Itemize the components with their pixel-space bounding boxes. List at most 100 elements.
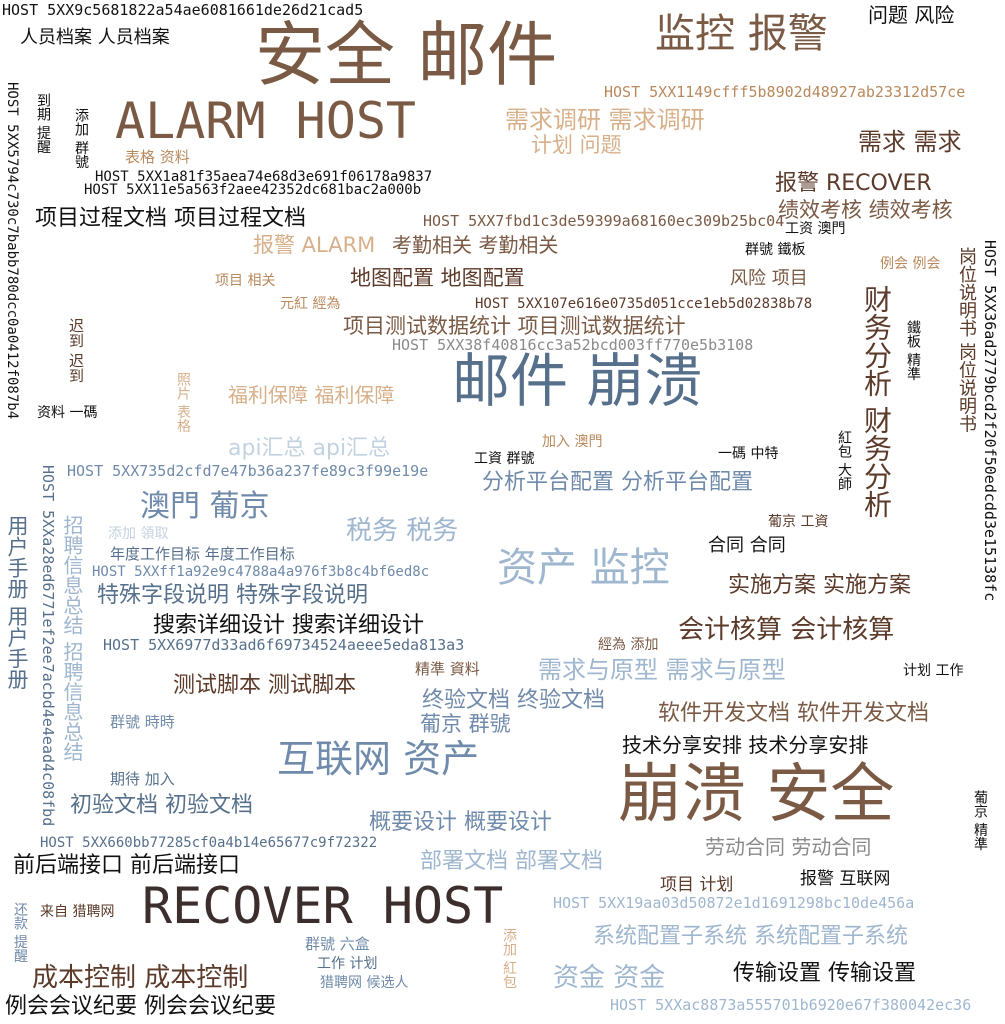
cloud-word: 添加 領取 <box>108 526 169 542</box>
cloud-word: 互联网 资产 <box>277 737 480 781</box>
cloud-word: HOST 5XX19aa03d50872e1d1691298bc10de456a <box>553 894 915 912</box>
cloud-word: 崩溃 安全 <box>618 758 895 832</box>
cloud-word: 风险 项目 <box>730 268 808 289</box>
cloud-word: 工作 计划 <box>317 956 378 972</box>
cloud-word: 工资 澳門 <box>785 221 846 237</box>
cloud-word-vertical: 招聘信息总结 招聘信息总结 <box>60 515 84 762</box>
cloud-word: 系统配置子系统 系统配置子系统 <box>593 924 908 949</box>
cloud-word: 前后端接口 前后端接口 <box>13 853 240 878</box>
cloud-word: 报警 RECOVER <box>775 171 932 196</box>
cloud-word: 例会会议纪要 例会会议纪要 <box>5 994 276 1019</box>
cloud-word: 部署文档 部署文档 <box>420 849 603 874</box>
cloud-word: 项目 计划 <box>660 875 734 895</box>
cloud-word: 群號 鐵板 <box>745 242 806 258</box>
cloud-word-vertical: HOST 5XXa28ed6771ef2ee7acbd4e4ead4c08fbd <box>39 465 57 827</box>
cloud-word: HOST 5XXac8873a555701b6920e67f380042ec36 <box>610 996 972 1014</box>
cloud-word-vertical: 添加 紅包 <box>501 928 517 989</box>
cloud-word: 技术分享安排 技术分享安排 <box>622 733 869 757</box>
cloud-word: 监控 报警 <box>655 11 828 57</box>
cloud-word: 猎聘网 候选人 <box>320 975 409 991</box>
cloud-word: HOST 5XX735d2cfd7e47b36a237fe89c3f99e19e <box>67 462 429 480</box>
cloud-word: 计划 问题 <box>531 133 622 157</box>
cloud-word: 邮件 崩溃 <box>452 347 703 415</box>
cloud-word-vertical: 添加 群號 <box>73 108 89 169</box>
cloud-word: api汇总 api汇总 <box>228 436 391 461</box>
cloud-word: 项目 相关 <box>215 273 276 289</box>
cloud-word: HOST 5XX1a81f35aea74e68d3e691f06178a9837 <box>95 169 433 185</box>
cloud-word: 报警 ALARM <box>253 233 376 257</box>
cloud-word-vertical: 到期 提醒 <box>35 93 51 154</box>
cloud-word: HOST 5XX11e5a563f2aee42352dc681bac2a000b <box>84 182 422 198</box>
cloud-word: HOST 5XX6977d33ad6f69734524aeee5eda813a3 <box>103 636 465 654</box>
cloud-word-vertical: 葡京 精準 <box>972 790 988 851</box>
cloud-word-vertical: 财务分析 财务分析 <box>860 285 893 518</box>
cloud-word: 需求调研 需求调研 <box>505 106 705 134</box>
cloud-word-vertical: 用户手册 用户手册 <box>5 515 29 690</box>
cloud-word: HOST 5XX1149cfff5b8902d48927ab23312d57ce <box>604 83 966 101</box>
cloud-word: 需求 需求 <box>858 128 962 156</box>
cloud-word: 葡京 群號 <box>420 712 511 736</box>
cloud-word: 特殊字段说明 特殊字段说明 <box>97 583 368 608</box>
cloud-word: 会计核算 会计核算 <box>678 615 895 645</box>
cloud-word: 成本控制 成本控制 <box>32 963 249 993</box>
cloud-word: 测试脚本 测试脚本 <box>173 673 356 698</box>
cloud-word: 安全 邮件 <box>255 14 558 96</box>
cloud-word: 一碼 中特 <box>718 446 779 462</box>
cloud-word: 初验文档 初验文档 <box>70 793 253 818</box>
cloud-word: 合同 合同 <box>708 535 786 556</box>
cloud-word: ALARM HOST <box>115 92 417 150</box>
cloud-word: 福利保障 福利保障 <box>228 383 395 407</box>
cloud-word: 概要设计 概要设计 <box>369 810 552 835</box>
cloud-word: 传输设置 传输设置 <box>733 961 916 986</box>
cloud-word: 葡京 工資 <box>768 514 829 530</box>
cloud-word-vertical: 岗位说明书 岗位说明书 <box>956 247 977 433</box>
cloud-word: 项目测试数据统计 项目测试数据统计 <box>343 314 686 338</box>
cloud-word: 绩效考核 绩效考核 <box>778 198 953 222</box>
cloud-word: 加入 澳門 <box>542 434 603 450</box>
cloud-word-vertical: 紅包 大師 <box>836 430 852 491</box>
cloud-word: 元紅 經為 <box>280 296 341 312</box>
cloud-word: HOST 5XX107e616e0735d051cce1eb5d02838b78 <box>475 296 813 312</box>
cloud-word: 实施方案 实施方案 <box>728 573 911 598</box>
cloud-word: 澳門 葡京 <box>140 489 270 524</box>
cloud-word: HOST 5XXff1a92e9c4788a4a976f3b8c4bf6ed8c <box>92 564 430 580</box>
cloud-word: 分析平台配置 分析平台配置 <box>482 470 753 495</box>
cloud-word-vertical: 鐵板 精準 <box>905 320 921 381</box>
cloud-word: 税务 税务 <box>346 516 459 546</box>
cloud-word-vertical: 还款 提醒 <box>12 902 28 963</box>
cloud-word: HOST 5XX9c5681822a54ae6081661de26d21cad5 <box>2 1 364 19</box>
cloud-word: 例会 例会 <box>880 256 941 272</box>
cloud-word: 软件开发文档 软件开发文档 <box>658 701 929 726</box>
cloud-word: 资产 监控 <box>497 545 670 591</box>
cloud-word: 地图配置 地图配置 <box>350 266 525 290</box>
cloud-word: 计划 工作 <box>903 663 964 679</box>
cloud-word: HOST 5XX660bb77285cf0a4b14e65677c9f72322 <box>40 835 378 851</box>
cloud-word: 表格 资料 <box>125 148 190 166</box>
cloud-word: 终验文档 终验文档 <box>422 688 605 713</box>
cloud-word-vertical: HOST 5XX36ad2779bcd2f20f50edcdd3e15138fc <box>981 240 999 602</box>
cloud-word: 报警 互联网 <box>800 869 891 889</box>
cloud-word-vertical: 照片 表格 <box>175 372 191 433</box>
cloud-word: 群號 時時 <box>110 713 175 731</box>
cloud-word: 工資 群號 <box>474 451 535 467</box>
cloud-word: 群號 六盒 <box>305 935 370 953</box>
cloud-word-vertical: 迟到 迟到 <box>67 318 85 383</box>
cloud-word: 期待 加入 <box>110 770 175 788</box>
cloud-word: 人员档案 人员档案 <box>20 27 170 48</box>
cloud-word: 劳动合同 劳动合同 <box>705 835 872 859</box>
cloud-word: 问题 风险 <box>868 3 955 27</box>
cloud-word-vertical: HOST 5XX5794c730c7babb780dcc0a0412f087b4 <box>4 82 20 420</box>
cloud-word: RECOVER HOST <box>142 877 504 935</box>
cloud-word: 搜索详细设计 搜索详细设计 <box>153 613 424 638</box>
cloud-word: 项目过程文档 项目过程文档 <box>35 206 306 231</box>
cloud-word: 考勤相关 考勤相关 <box>392 233 559 257</box>
cloud-word: 經為 添加 <box>598 637 659 653</box>
cloud-word: 来自 猎聘网 <box>40 904 115 920</box>
cloud-word: HOST 5XX7fbd1c3de59399a68160ec309b25bc04 <box>423 212 785 230</box>
cloud-word: 年度工作目标 年度工作目标 <box>110 545 295 563</box>
cloud-word: 资金 资金 <box>553 963 666 993</box>
cloud-word: 精準 資料 <box>415 660 480 678</box>
cloud-word: 资料 一碼 <box>37 405 98 421</box>
cloud-word: HOST 5XX38f40816cc3a52bcd003ff770e5b3108 <box>392 336 754 354</box>
